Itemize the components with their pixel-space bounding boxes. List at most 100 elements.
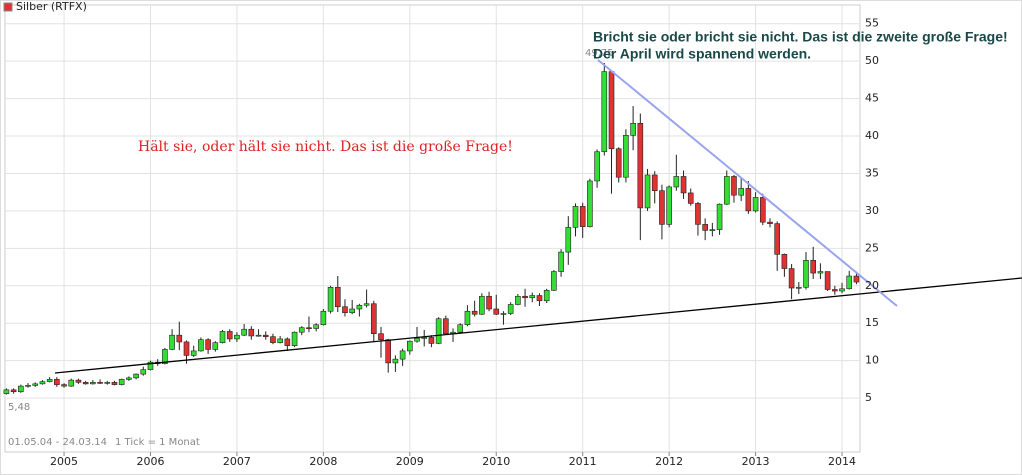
x-tick-label: 2005 [50,455,78,468]
candle-body [767,221,773,224]
candle-body [334,286,341,308]
candle-body [522,295,528,299]
candle-body [133,373,139,379]
candle-body [75,379,82,383]
candle-body [10,389,17,393]
candle-body [392,358,399,364]
candle-body [817,271,824,274]
candle-body [435,318,442,344]
candle-body [759,197,766,223]
candle-body [407,340,413,352]
candle-body [356,304,363,310]
candle-body [198,339,204,352]
x-tick-label: 2014 [828,455,856,468]
candle-body [262,334,269,337]
candle-body [637,123,644,209]
x-tick-label: 2006 [136,455,164,468]
candle-body [709,229,716,231]
legend-swatch [3,2,13,12]
plot-area [4,4,861,453]
candle-body [846,275,853,290]
candle-body [615,148,622,178]
candle-body [378,333,384,340]
candle-body [25,385,31,387]
candle-body [471,310,478,315]
candle-body [255,334,262,337]
candle-body [284,338,291,346]
candle-body [61,384,67,387]
y-tick-label: 55 [865,17,879,30]
candle-body [515,295,521,305]
candle-body [752,197,759,212]
candle-body [680,176,687,194]
candle-body [270,336,276,343]
candle-body [162,349,168,364]
candle-body [248,328,255,337]
candle-body [277,338,283,343]
candle-body [313,324,319,329]
candle-body [457,324,464,333]
candle-body [54,379,60,385]
candle-body [507,304,514,314]
y-tick-label: 5 [865,391,872,404]
candle-body [39,381,46,385]
candle-body [241,328,247,336]
candle-body [428,337,435,344]
candle-body [226,331,233,340]
candle-body [623,134,629,178]
candle-body [832,289,838,292]
y-tick-label: 15 [865,316,879,329]
candle-body [18,385,24,393]
x-tick-label: 2012 [655,455,683,468]
candle-body [853,275,860,283]
range-label: 01.05.04 - 24.03.14 [8,437,107,448]
candle-body [810,260,817,274]
candle-body [601,71,608,153]
candle-body [666,186,672,225]
candle-body [781,254,788,269]
candle-body [97,382,103,384]
candle-body [291,331,298,346]
candle-body [176,334,183,343]
candle-body [839,288,845,292]
candle-body [486,295,492,310]
candle-body [630,123,636,136]
candle-body [579,206,586,227]
candle-body [795,286,802,289]
candle-body [651,174,658,191]
annotation-blue: Der April wird spannend werden. [593,46,811,62]
candle-body [212,342,219,350]
annotation-red: Hält sie, oder hält sie nicht. Das ist d… [138,139,513,155]
tick-label: 1 Tick = 1 Monat [115,437,200,448]
candle-body [687,192,694,204]
candle-body [68,379,75,387]
candle-body [493,308,500,315]
x-tick-label: 2009 [396,455,424,468]
candle-body [594,151,600,182]
candle-body [298,327,305,333]
candle-body [551,271,557,291]
candle-body [363,303,370,306]
candle-body [572,206,579,228]
candle-body [738,188,744,196]
candle-body [608,71,615,150]
candle-body [327,286,334,312]
candle-body [745,188,752,212]
x-tick-label: 2011 [569,455,597,468]
candle-body [104,382,111,384]
candle-body [46,379,53,382]
candle-body [385,339,391,364]
start-label: 5,48 [8,402,30,413]
candle-body [565,227,572,253]
y-tick-label: 45 [865,92,879,105]
candle-body [659,190,665,225]
candle-body [543,289,550,302]
candle-body [702,224,708,231]
candle-body [126,377,132,380]
candle-body [644,174,651,209]
candles [3,63,860,395]
candle-body [421,337,428,339]
candle-body [558,251,564,272]
y-tick-label: 30 [865,204,879,217]
